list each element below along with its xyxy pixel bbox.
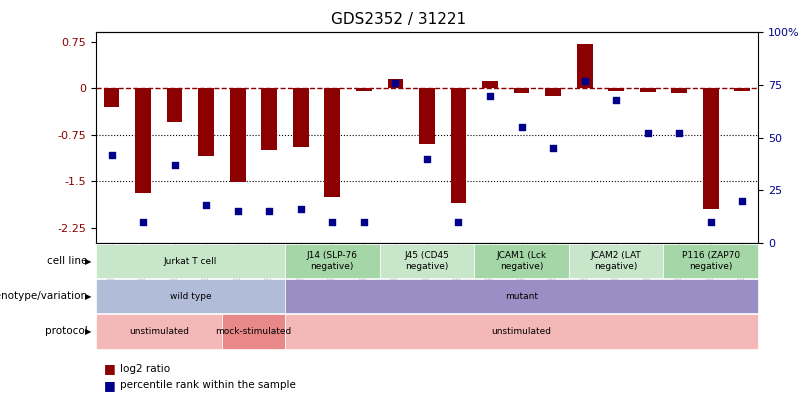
Point	[673, 130, 685, 137]
Text: JCAM1 (Lck
negative): JCAM1 (Lck negative)	[496, 252, 547, 271]
Text: protocol: protocol	[45, 326, 88, 337]
Bar	[261, 88, 277, 150]
Point	[326, 219, 338, 225]
Point	[736, 198, 749, 204]
Text: J45 (CD45
negative): J45 (CD45 negative)	[405, 252, 449, 271]
Text: unstimulated: unstimulated	[492, 327, 551, 336]
Bar	[451, 88, 466, 203]
Point	[294, 206, 307, 213]
Point	[452, 219, 465, 225]
Point	[484, 92, 496, 99]
Point	[200, 202, 212, 208]
Bar	[577, 44, 592, 88]
Text: ▶: ▶	[85, 292, 92, 301]
Bar	[198, 88, 214, 156]
Text: percentile rank within the sample: percentile rank within the sample	[120, 380, 295, 390]
Point	[263, 208, 275, 215]
Bar	[356, 88, 372, 91]
Point	[421, 156, 433, 162]
Bar	[388, 79, 403, 88]
Text: log2 ratio: log2 ratio	[120, 364, 170, 374]
Text: mutant: mutant	[505, 292, 538, 301]
Text: ■: ■	[104, 362, 116, 375]
Point	[705, 219, 717, 225]
Bar	[167, 88, 183, 122]
Bar	[608, 88, 624, 91]
Bar	[135, 88, 151, 194]
Bar	[419, 88, 435, 144]
Point	[610, 96, 622, 103]
Text: ▶: ▶	[85, 327, 92, 336]
Bar	[230, 88, 246, 182]
Text: ■: ■	[104, 379, 116, 392]
Bar	[514, 88, 529, 93]
Text: JCAM2 (LAT
negative): JCAM2 (LAT negative)	[591, 252, 642, 271]
Text: GDS2352 / 31221: GDS2352 / 31221	[331, 12, 467, 27]
Point	[389, 80, 401, 86]
Bar	[640, 88, 656, 92]
Point	[105, 151, 118, 158]
Bar	[734, 88, 750, 91]
Point	[231, 208, 244, 215]
Text: ▶: ▶	[85, 256, 92, 266]
Point	[642, 130, 654, 137]
Bar	[545, 88, 561, 96]
Bar	[482, 81, 498, 88]
Text: cell line: cell line	[47, 256, 88, 266]
Point	[136, 219, 149, 225]
Bar	[104, 88, 120, 107]
Text: Jurkat T cell: Jurkat T cell	[164, 256, 217, 266]
Bar	[293, 88, 309, 147]
Point	[547, 145, 559, 151]
Text: mock-stimulated: mock-stimulated	[215, 327, 291, 336]
Text: wild type: wild type	[169, 292, 211, 301]
Point	[168, 162, 181, 168]
Text: genotype/variation: genotype/variation	[0, 291, 88, 301]
Point	[358, 219, 370, 225]
Bar	[671, 88, 687, 93]
Bar	[325, 88, 340, 196]
Text: unstimulated: unstimulated	[128, 327, 189, 336]
Point	[579, 78, 591, 84]
Text: P116 (ZAP70
negative): P116 (ZAP70 negative)	[681, 252, 740, 271]
Bar	[703, 88, 719, 209]
Text: J14 (SLP-76
negative): J14 (SLP-76 negative)	[306, 252, 358, 271]
Point	[516, 124, 528, 130]
